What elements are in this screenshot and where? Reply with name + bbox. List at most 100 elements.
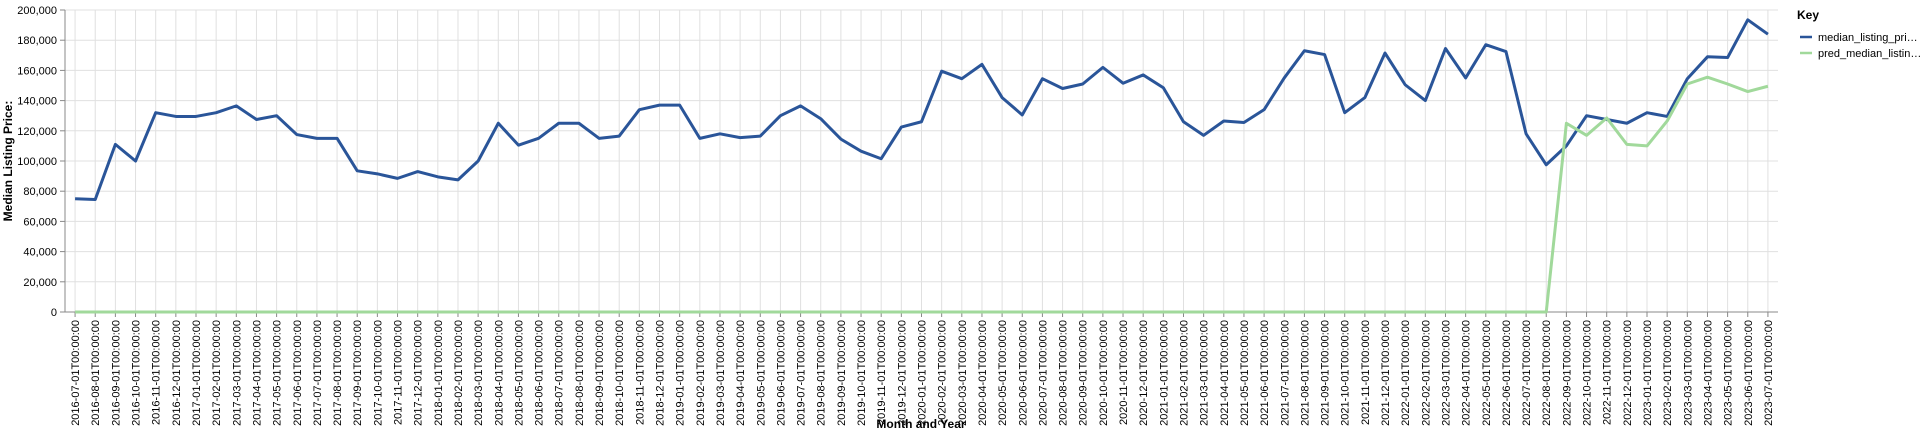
x-tick-label: 2019-12-01T00:00:00 <box>896 320 908 426</box>
x-tick-label: 2022-04-01T00:00:00 <box>1461 320 1473 426</box>
x-tick-label: 2018-11-01T00:00:00 <box>634 320 646 425</box>
x-tick-label: 2021-10-01T00:00:00 <box>1340 320 1352 426</box>
x-tick-label: 2020-11-01T00:00:00 <box>1118 320 1130 425</box>
x-tick-label: 2022-12-01T00:00:00 <box>1622 320 1634 426</box>
y-tick-label: 100,000 <box>17 156 57 168</box>
x-tick-label: 2019-03-01T00:00:00 <box>715 320 727 426</box>
x-tick-label: 2022-11-01T00:00:00 <box>1602 320 1614 425</box>
x-tick-label: 2018-08-01T00:00:00 <box>574 320 586 426</box>
x-tick-label: 2016-09-01T00:00:00 <box>110 320 122 426</box>
x-tick-label: 2023-07-01T00:00:00 <box>1763 320 1775 426</box>
x-tick-label: 2018-06-01T00:00:00 <box>534 320 546 426</box>
x-tick-label: 2020-03-01T00:00:00 <box>957 320 969 426</box>
x-tick-label: 2021-03-01T00:00:00 <box>1199 320 1211 426</box>
x-tick-label: 2023-06-01T00:00:00 <box>1743 320 1755 426</box>
x-tick-label: 2019-08-01T00:00:00 <box>816 320 828 426</box>
x-tick-label: 2021-01-01T00:00:00 <box>1158 320 1170 426</box>
line <box>75 75 1769 314</box>
x-tick-label: 2021-04-01T00:00:00 <box>1219 320 1231 426</box>
y-tick-label: 80,000 <box>23 186 57 198</box>
x-tick-label: 2021-12-01T00:00:00 <box>1380 320 1392 426</box>
x-tick-label: 2022-01-01T00:00:00 <box>1400 320 1412 426</box>
y-axis-title: Median Listing Price: <box>1 101 15 222</box>
x-tick-label: 2017-05-01T00:00:00 <box>272 320 284 426</box>
x-tick-label: 2017-06-01T00:00:00 <box>292 320 304 426</box>
x-tick-label: 2019-02-01T00:00:00 <box>695 320 707 426</box>
x-tick-label: 2017-03-01T00:00:00 <box>231 320 243 426</box>
x-tick-label: 2020-01-01T00:00:00 <box>917 320 929 426</box>
x-tick-label: 2020-10-01T00:00:00 <box>1098 320 1110 426</box>
x-tick-label: 2020-07-01T00:00:00 <box>1037 320 1049 426</box>
x-tick-label: 2023-04-01T00:00:00 <box>1702 320 1714 426</box>
x-tick-label: 2021-06-01T00:00:00 <box>1259 320 1271 426</box>
x-tick-label: 2020-04-01T00:00:00 <box>977 320 989 426</box>
x-tick-label: 2017-01-01T00:00:00 <box>191 320 203 426</box>
x-axis-title: Month and Year <box>876 417 965 431</box>
legend-title: Key <box>1797 8 1819 22</box>
x-tick-label: 2017-08-01T00:00:00 <box>332 320 344 426</box>
y-tick-label: 180,000 <box>17 35 57 47</box>
x-tick-label: 2017-07-01T00:00:00 <box>312 320 324 426</box>
y-tick-label: 20,000 <box>23 277 57 289</box>
x-tick-label: 2022-07-01T00:00:00 <box>1521 320 1533 426</box>
y-tick-label: 0 <box>51 307 57 319</box>
x-tick-label: 2020-08-01T00:00:00 <box>1058 320 1070 426</box>
x-tick-label: 2019-10-01T00:00:00 <box>856 320 868 426</box>
x-tick-label: 2018-09-01T00:00:00 <box>594 320 606 426</box>
x-tick-label: 2022-06-01T00:00:00 <box>1501 320 1513 426</box>
x-tick-label: 2019-07-01T00:00:00 <box>796 320 808 426</box>
x-tick-label: 2020-12-01T00:00:00 <box>1138 320 1150 426</box>
x-tick-label: 2017-11-01T00:00:00 <box>393 320 405 425</box>
x-tick-label: 2018-02-01T00:00:00 <box>453 320 465 426</box>
x-tick-label: 2021-11-01T00:00:00 <box>1360 320 1372 425</box>
x-tick-label: 2022-03-01T00:00:00 <box>1440 320 1452 426</box>
x-tick-label: 2017-09-01T00:00:00 <box>352 320 364 426</box>
x-tick-label: 2018-01-01T00:00:00 <box>433 320 445 426</box>
x-tick-label: 2017-10-01T00:00:00 <box>372 320 384 426</box>
y-tick-label: 140,000 <box>17 96 57 108</box>
x-tick-label: 2017-04-01T00:00:00 <box>251 320 263 426</box>
x-tick-label: 2019-09-01T00:00:00 <box>836 320 848 426</box>
x-tick-label: 2022-02-01T00:00:00 <box>1420 320 1432 426</box>
x-tick-label: 2017-02-01T00:00:00 <box>211 320 223 426</box>
x-tick-label: 2020-06-01T00:00:00 <box>1017 320 1029 426</box>
x-tick-label: 2019-01-01T00:00:00 <box>675 320 687 426</box>
x-tick-label: 2021-08-01T00:00:00 <box>1299 320 1311 426</box>
x-tick-label: 2022-10-01T00:00:00 <box>1582 320 1594 426</box>
x-tick-label: 2016-07-01T00:00:00 <box>70 320 82 426</box>
x-tick-label: 2021-05-01T00:00:00 <box>1239 320 1251 426</box>
x-tick-label: 2018-04-01T00:00:00 <box>493 320 505 426</box>
x-tick-label: 2021-02-01T00:00:00 <box>1178 320 1190 426</box>
x-tick-label: 2016-11-01T00:00:00 <box>151 320 163 425</box>
x-tick-label: 2018-10-01T00:00:00 <box>614 320 626 426</box>
legend-label: median_listing_pri… <box>1818 32 1918 44</box>
x-tick-label: 2021-07-01T00:00:00 <box>1279 320 1291 426</box>
x-tick-label: 2016-08-01T00:00:00 <box>90 320 102 426</box>
x-tick-label: 2021-09-01T00:00:00 <box>1320 320 1332 426</box>
legend-label: pred_median_listin… <box>1818 48 1920 60</box>
x-tick-label: 2020-02-01T00:00:00 <box>937 320 949 426</box>
x-tick-label: 2018-12-01T00:00:00 <box>655 320 667 426</box>
x-tick-label: 2023-03-01T00:00:00 <box>1682 320 1694 426</box>
y-tick-label: 200,000 <box>17 5 57 17</box>
x-tick-label: 2016-10-01T00:00:00 <box>131 320 143 426</box>
x-tick-label: 2019-06-01T00:00:00 <box>775 320 787 426</box>
line <box>75 18 1769 201</box>
x-tick-label: 2018-05-01T00:00:00 <box>513 320 525 426</box>
y-tick-label: 160,000 <box>17 65 57 77</box>
x-tick-label: 2016-12-01T00:00:00 <box>171 320 183 426</box>
x-tick-label: 2018-03-01T00:00:00 <box>473 320 485 426</box>
x-tick-label: 2023-05-01T00:00:00 <box>1723 320 1735 426</box>
x-tick-label: 2022-05-01T00:00:00 <box>1481 320 1493 426</box>
x-tick-label: 2020-09-01T00:00:00 <box>1078 320 1090 426</box>
y-tick-label: 120,000 <box>17 126 57 138</box>
x-tick-label: 2023-02-01T00:00:00 <box>1662 320 1674 426</box>
y-tick-label: 40,000 <box>23 247 57 259</box>
x-tick-label: 2019-04-01T00:00:00 <box>735 320 747 426</box>
x-tick-label: 2023-01-01T00:00:00 <box>1642 320 1654 426</box>
y-tick-label: 60,000 <box>23 216 57 228</box>
x-tick-label: 2022-09-01T00:00:00 <box>1561 320 1573 426</box>
x-tick-label: 2020-05-01T00:00:00 <box>997 320 1009 426</box>
x-tick-label: 2019-05-01T00:00:00 <box>755 320 767 426</box>
